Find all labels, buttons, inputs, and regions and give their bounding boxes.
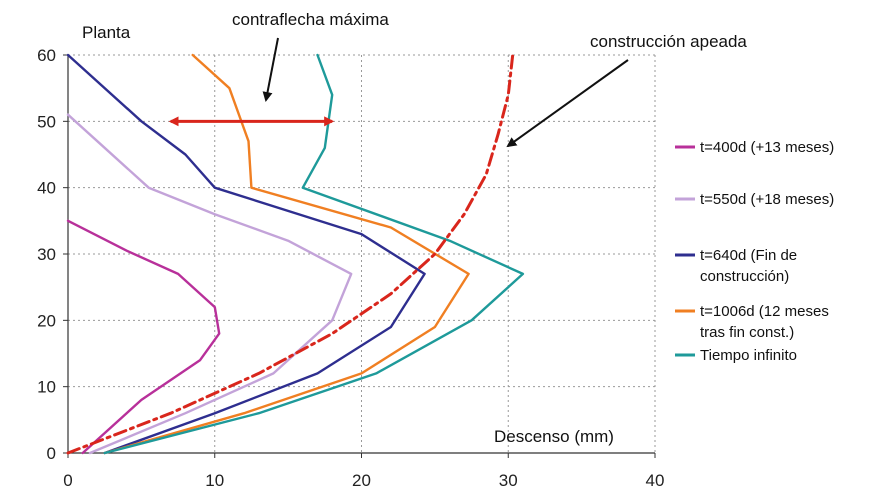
y-tick-label: 30 <box>37 245 56 264</box>
y-tick-label: 0 <box>47 444 56 463</box>
legend: t=400d (+13 meses) t=550d (+18 meses) t=64… <box>675 139 834 364</box>
series-line-4 <box>103 53 470 455</box>
annotation-apeada-pointer <box>506 59 629 148</box>
x-tick-label: 0 <box>63 471 72 490</box>
series-line-6 <box>66 53 515 455</box>
legend-label: construcción) <box>700 268 789 285</box>
x-tick-label: 20 <box>352 471 371 490</box>
x-tick-label: 40 <box>646 471 665 490</box>
annotation-contraflecha-pointer <box>262 37 279 102</box>
legend-label: t=550d (+18 meses) <box>700 191 834 208</box>
legend-label: t=1006d (12 meses <box>700 303 829 320</box>
annotation-contraflecha-maxima: contraflecha máxima <box>232 10 389 29</box>
x-tick-label: 10 <box>205 471 224 490</box>
y-tick-label: 50 <box>37 112 56 131</box>
legend-label: tras fin const.) <box>700 324 794 341</box>
x-tick-label: 30 <box>499 471 518 490</box>
y-tick-label: 40 <box>37 179 56 198</box>
series-line-3 <box>66 53 426 455</box>
annotation-construccion-apeada: construcción apeada <box>590 32 747 51</box>
legend-label: Tiempo infinito <box>700 347 797 364</box>
series-line-2 <box>66 113 353 455</box>
x-axis-title: Descenso (mm) <box>494 427 614 446</box>
legend-label: t=640d (Fin de <box>700 247 797 264</box>
y-axis-title: Planta <box>82 23 131 42</box>
series-lines <box>66 53 525 455</box>
y-tick-label: 10 <box>37 378 56 397</box>
y-tick-labels: 0 10 20 30 40 50 60 <box>37 46 68 463</box>
x-tick-labels: 0 10 20 30 40 <box>63 453 664 490</box>
series-line-1 <box>66 219 221 455</box>
y-tick-label: 60 <box>37 46 56 65</box>
legend-label: t=400d (+13 meses) <box>700 139 834 156</box>
y-tick-label: 20 <box>37 311 56 330</box>
plot-area <box>68 55 655 453</box>
